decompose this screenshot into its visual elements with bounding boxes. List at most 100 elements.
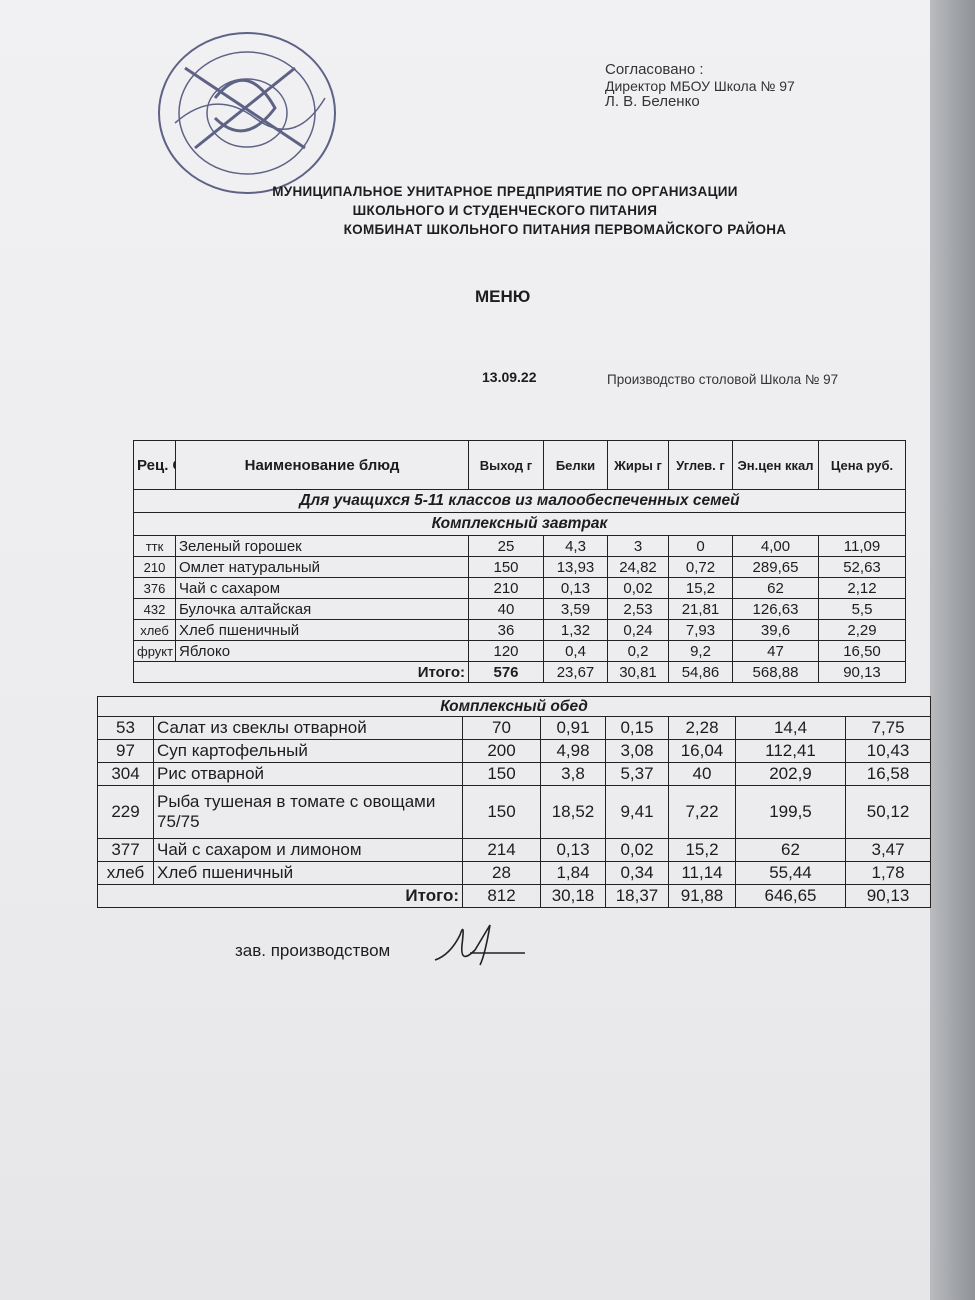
carbs: 7,22 [668,785,736,839]
protein: 1,32 [543,619,608,641]
dish-name: Омлет натуральный [175,556,469,578]
total-value: 90,13 [844,884,932,908]
column-header: Углев. г [668,440,733,490]
recipe-number: 432 [133,598,176,620]
total-value: 91,88 [668,884,736,908]
total-value: 576 [468,661,544,683]
energy: 289,65 [732,556,819,578]
fat: 9,41 [605,785,669,839]
dish-name: Салат из свеклы отварной [153,716,463,740]
fat: 0,2 [607,640,669,662]
table-row: 97 Суп картофельный 200 4,98 3,08 16,04 112,41… [97,739,932,763]
energy: 202,9 [735,762,846,786]
portion: 210 [468,577,544,599]
table-row: 376 Чай с сахаром 210 0,13 0,02 15,2 62 2,12 [133,577,906,599]
fat: 0,24 [607,619,669,641]
approval-block: Согласовано : Директор МБОУ Школа № 97 Л… [605,62,795,110]
energy: 112,41 [735,739,846,763]
price: 50,12 [844,785,932,839]
page-title: МЕНЮ [475,287,531,306]
protein: 13,93 [543,556,608,578]
recipe-number: 97 [97,739,154,763]
price: 16,50 [818,640,906,662]
price: 16,58 [844,762,932,786]
protein: 1,84 [540,861,606,885]
energy: 47 [732,640,819,662]
org-line-2: ШКОЛЬНОГО И СТУДЕНЧЕСКОГО ПИТАНИЯ [352,203,658,218]
portion: 214 [462,838,541,862]
approval-name: Л. В. Беленко [605,93,700,110]
recipe-number: хлеб [133,619,176,641]
protein: 4,98 [540,739,606,763]
organization-header: МУНИЦИПАЛЬНОЕ УНИТАРНОЕ ПРЕДПРИЯТИЕ ПО О… [180,182,830,239]
protein: 0,13 [543,577,608,599]
column-header: Наименование блюд [175,440,469,490]
section-lunch: Комплексный обед [96,696,932,717]
org-line-1: МУНИЦИПАЛЬНОЕ УНИТАРНОЕ ПРЕДПРИЯТИЕ ПО О… [272,184,738,199]
fat: 0,02 [607,577,669,599]
table-row: хлеб Хлеб пшеничный 36 1,32 0,24 7,93 39,6 2,29 [133,619,906,641]
recipe-number: 377 [97,838,154,862]
table-surface [930,0,975,1300]
portion: 40 [468,598,544,620]
price: 5,5 [818,598,906,620]
carbs: 7,93 [668,619,733,641]
portion: 200 [462,739,541,763]
energy: 199,5 [735,785,846,839]
org-line-3: КОМБИНАТ ШКОЛЬНОГО ПИТАНИЯ ПЕРВОМАЙСКОГО… [343,222,787,237]
dish-name: Булочка алтайская [175,598,469,620]
energy: 39,6 [732,619,819,641]
subtitle: Для учащихся 5-11 классов из малообеспеч… [133,489,906,513]
fat: 0,34 [605,861,669,885]
portion: 150 [468,556,544,578]
signature [434,924,525,966]
portion: 28 [462,861,541,885]
portion: 25 [468,535,544,557]
table-row: ттк Зеленый горошек 25 4,3 3 0 4,00 11,09 [133,535,906,557]
portion: 150 [462,785,541,839]
carbs: 15,2 [668,577,733,599]
total-value: 812 [462,884,541,908]
total-value: 30,18 [540,884,606,908]
recipe-number: ттк [133,535,176,557]
dish-name: Яблоко [175,640,469,662]
lunch-table: Комплексный обед 53 Салат из свеклы отвар… [96,696,932,908]
table-row: хлеб Хлеб пшеничный 28 1,84 0,34 11,14 55,44 1,… [97,861,932,885]
carbs: 11,14 [668,861,736,885]
price: 2,12 [818,577,906,599]
column-header: Цена руб. [818,440,906,490]
table-row: 53 Салат из свеклы отварной 70 0,91 0,15 2,28… [97,716,932,740]
recipe-number: 210 [133,556,176,578]
fat: 2,53 [607,598,669,620]
energy: 14,4 [735,716,846,740]
fat: 3,08 [605,739,669,763]
total-value: 568,88 [732,661,819,683]
approval-title: Согласовано : [605,61,704,78]
column-header: Рец. Сб. [133,440,176,490]
column-header: Жиры г [607,440,669,490]
protein: 0,13 [540,838,606,862]
protein: 3,59 [543,598,608,620]
protein: 0,4 [543,640,608,662]
recipe-number: фрукт [133,640,176,662]
total-row: Итого: 576 23,67 30,81 54,86 568,88 90,13 [133,661,906,683]
portion: 36 [468,619,544,641]
total-value: 23,67 [543,661,608,683]
column-header: Выход г [468,440,544,490]
protein: 0,91 [540,716,606,740]
energy: 4,00 [732,535,819,557]
total-value: 90,13 [818,661,906,683]
portion: 120 [468,640,544,662]
recipe-number: 376 [133,577,176,599]
energy: 62 [732,577,819,599]
price: 1,78 [844,861,932,885]
price: 3,47 [844,838,932,862]
portion: 70 [462,716,541,740]
dish-name: Чай с сахаром [175,577,469,599]
table-row: 229 Рыба тушеная в томате с овощами 75/75… [97,785,932,839]
menu-date: 13.09.22 [482,369,537,385]
protein: 18,52 [540,785,606,839]
energy: 126,63 [732,598,819,620]
carbs: 16,04 [668,739,736,763]
total-label: Итого: [97,884,463,908]
